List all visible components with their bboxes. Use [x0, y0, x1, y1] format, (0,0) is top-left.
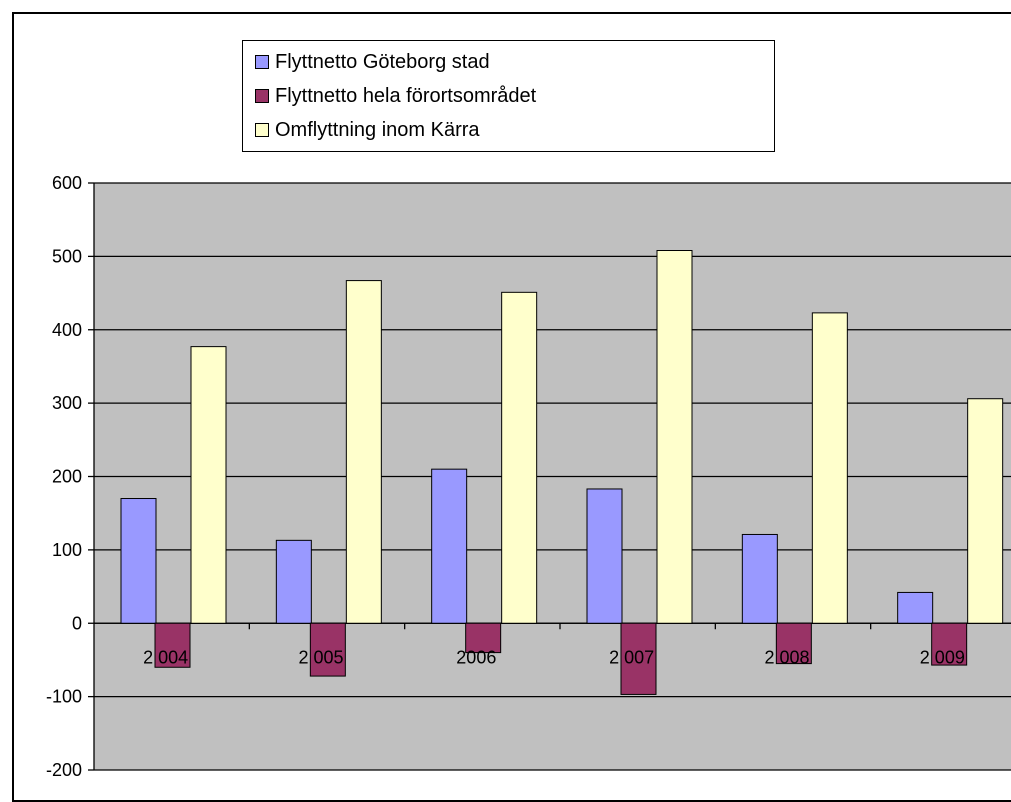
- y-tick-label: 600: [52, 173, 82, 193]
- legend-item-fororts: Flyttnetto hela förortsområdet: [255, 79, 774, 113]
- bar: [190, 346, 227, 624]
- legend-label-karra: Omflyttning inom Kärra: [275, 118, 480, 141]
- legend-item-karra: Omflyttning inom Kärra: [255, 113, 774, 147]
- x-tick-label: 2 005: [298, 647, 343, 667]
- bar: [811, 312, 848, 624]
- x-tick-label: 2 004: [143, 647, 188, 667]
- x-tick-label: 2006: [456, 647, 496, 667]
- bar: [741, 533, 778, 624]
- chart-legend: Flyttnetto Göteborg stad Flyttnetto hela…: [242, 40, 775, 152]
- y-tick-label: 0: [72, 613, 82, 633]
- legend-label-fororts: Flyttnetto hela förortsområdet: [275, 84, 537, 107]
- bar: [345, 280, 382, 624]
- bar-chart: 600 500 400 300 200 100 0 -100 -200 2 004 2 005 200…: [46, 173, 1011, 780]
- bar: [275, 539, 312, 624]
- y-tick-label: -200: [46, 760, 82, 780]
- bar: [931, 622, 968, 666]
- bar: [309, 622, 346, 677]
- x-tick-label: 2 008: [764, 647, 809, 667]
- bar: [656, 250, 693, 624]
- bar: [897, 591, 934, 624]
- y-tick-label: 500: [52, 246, 82, 266]
- y-tick-label: -100: [46, 687, 82, 707]
- bar: [967, 398, 1004, 624]
- y-tick-label: 200: [52, 467, 82, 487]
- x-tick-label: 2 007: [609, 647, 654, 667]
- legend-swatch-goteborg: [255, 55, 269, 69]
- legend-swatch-karra: [255, 123, 269, 137]
- bar: [586, 488, 623, 624]
- legend-label-goteborg: Flyttnetto Göteborg stad: [275, 50, 490, 73]
- bar: [120, 498, 157, 624]
- bar: [154, 622, 191, 668]
- legend-swatch-fororts: [255, 89, 269, 103]
- y-tick-label: 100: [52, 540, 82, 560]
- y-tick-label: 300: [52, 393, 82, 413]
- bar: [501, 291, 538, 624]
- bar: [775, 622, 812, 665]
- y-tick-label: 400: [52, 320, 82, 340]
- legend-item-goteborg: Flyttnetto Göteborg stad: [255, 45, 774, 79]
- bar: [465, 622, 502, 654]
- bar: [620, 622, 657, 695]
- bar: [431, 468, 468, 624]
- x-tick-label: 2 009: [920, 647, 965, 667]
